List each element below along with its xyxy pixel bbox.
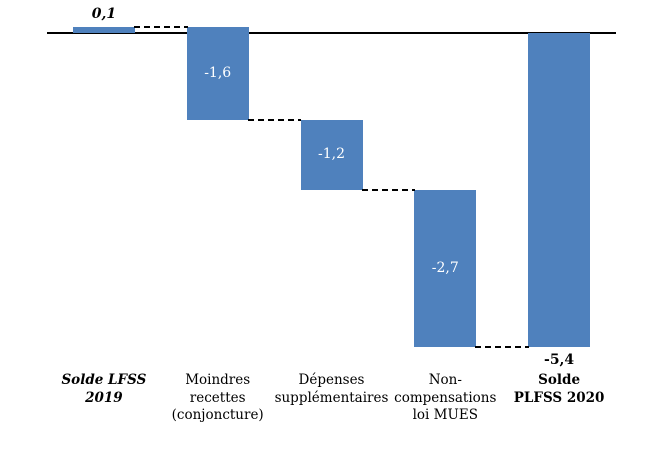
bar-non-compensations-loi-mues — [414, 190, 477, 347]
category-label-moindres-recettes: Moindres recettes (conjoncture) — [156, 372, 280, 425]
category-label-solde-plfss-2020: Solde PLFSS 2020 — [497, 372, 621, 407]
category-label-solde-lfss-2019: Solde LFSS 2019 — [42, 372, 166, 407]
value-label-solde-lfss-2019: 0,1 — [91, 6, 117, 23]
category-label-line: recettes — [189, 389, 246, 406]
category-label-non-compensations-loi-mues: Non-compensations loi MUES — [383, 372, 507, 425]
category-label-line: (conjoncture) — [171, 407, 264, 423]
bar-solde-lfss-2019 — [72, 27, 135, 33]
zero-axis-line — [47, 32, 616, 34]
category-label-depenses-supplementaires: Dépenses supplémentaires — [270, 372, 394, 407]
category-label-line: Moindres — [185, 372, 251, 388]
category-label-line: Solde LFSS 2019 — [61, 372, 147, 406]
category-label-line: loi MUES — [412, 407, 478, 423]
waterfall-connector-2 — [361, 189, 416, 191]
bar-moindres-recettes — [186, 27, 249, 121]
category-label-line: Dépenses — [298, 372, 365, 388]
value-label-non-compensations-loi-mues: -2,7 — [431, 259, 459, 276]
value-label-moindres-recettes: -1,6 — [204, 64, 232, 81]
waterfall-connector-3 — [475, 346, 530, 348]
bar-depenses-supplementaires — [300, 120, 363, 190]
category-label-line: Solde — [538, 372, 581, 388]
category-label-line: PLFSS 2020 — [513, 389, 605, 406]
category-label-line: compensations — [394, 389, 497, 406]
waterfall-connector-1 — [247, 119, 302, 122]
value-label-solde-plfss-2020: -5,4 — [544, 352, 575, 368]
waterfall-connector-0 — [133, 26, 188, 29]
bar-solde-plfss-2020 — [528, 33, 591, 347]
category-label-line: supplémentaires — [274, 389, 389, 406]
category-label-line: Non- — [428, 372, 462, 388]
value-label-depenses-supplementaires: -1,2 — [318, 146, 345, 163]
